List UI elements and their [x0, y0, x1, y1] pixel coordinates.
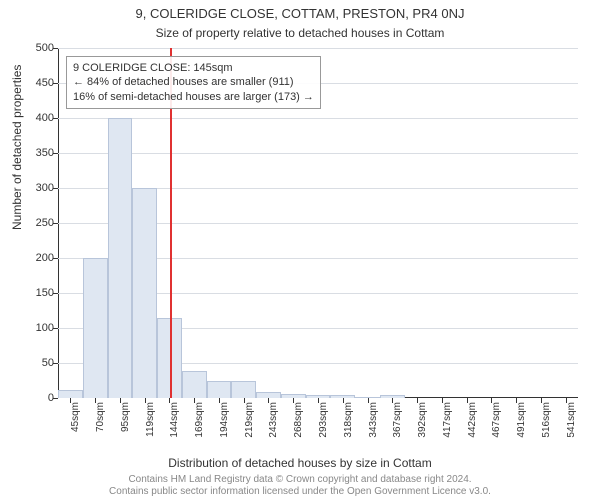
chart-container: 9, COLERIDGE CLOSE, COTTAM, PRESTON, PR4…	[0, 0, 600, 500]
xtick-label: 318sqm	[343, 402, 354, 452]
bar	[182, 371, 207, 398]
xtick-label: 268sqm	[293, 402, 304, 452]
xtick-label: 243sqm	[268, 402, 279, 452]
xtick-label: 293sqm	[318, 402, 329, 452]
x-axis-label: Distribution of detached houses by size …	[0, 456, 600, 470]
xtick-label: 491sqm	[516, 402, 527, 452]
xtick-label: 367sqm	[392, 402, 403, 452]
gridline	[58, 153, 578, 154]
annotation-box: 9 COLERIDGE CLOSE: 145sqm ← 84% of detac…	[66, 56, 321, 109]
ytick-label: 250	[24, 217, 54, 229]
annotation-line2: ← 84% of detached houses are smaller (91…	[73, 75, 314, 89]
xtick-label: 119sqm	[145, 402, 156, 452]
plot-area: 050100150200250300350400450500 45sqm70sq…	[58, 48, 578, 398]
bar	[108, 118, 133, 398]
footer-line1: Contains HM Land Registry data © Crown c…	[0, 474, 600, 486]
xtick-label: 516sqm	[541, 402, 552, 452]
xtick-label: 45sqm	[70, 402, 81, 452]
y-axis-label: Number of detached properties	[10, 65, 24, 230]
xtick-label: 169sqm	[194, 402, 205, 452]
xtick-label: 219sqm	[244, 402, 255, 452]
chart-subtitle: Size of property relative to detached ho…	[0, 26, 600, 40]
ytick-label: 300	[24, 182, 54, 194]
ytick-label: 350	[24, 147, 54, 159]
xtick-label: 95sqm	[120, 402, 131, 452]
footer-line2: Contains public sector information licen…	[0, 486, 600, 498]
ytick-label: 50	[24, 357, 54, 369]
gridline	[58, 48, 578, 49]
xtick-label: 541sqm	[566, 402, 577, 452]
annotation-line1: 9 COLERIDGE CLOSE: 145sqm	[73, 61, 314, 75]
ytick-label: 500	[24, 42, 54, 54]
xtick-label: 70sqm	[95, 402, 106, 452]
xtick-label: 144sqm	[169, 402, 180, 452]
ytick-label: 100	[24, 322, 54, 334]
bar	[132, 188, 157, 398]
bar	[58, 390, 83, 398]
xtick-label: 417sqm	[442, 402, 453, 452]
annotation-line3: 16% of semi-detached houses are larger (…	[73, 90, 314, 104]
ytick-label: 150	[24, 287, 54, 299]
xtick-label: 467sqm	[491, 402, 502, 452]
xtick-label: 194sqm	[219, 402, 230, 452]
ytick-label: 450	[24, 77, 54, 89]
bar	[207, 381, 232, 399]
bar	[231, 381, 256, 399]
chart-title: 9, COLERIDGE CLOSE, COTTAM, PRESTON, PR4…	[0, 6, 600, 21]
footer-text: Contains HM Land Registry data © Crown c…	[0, 474, 600, 498]
ytick-label: 0	[24, 392, 54, 404]
ytick-label: 200	[24, 252, 54, 264]
ytick-label: 400	[24, 112, 54, 124]
xtick-label: 392sqm	[417, 402, 428, 452]
xtick-label: 343sqm	[368, 402, 379, 452]
xtick-label: 442sqm	[467, 402, 478, 452]
bar	[83, 258, 108, 398]
gridline	[58, 118, 578, 119]
